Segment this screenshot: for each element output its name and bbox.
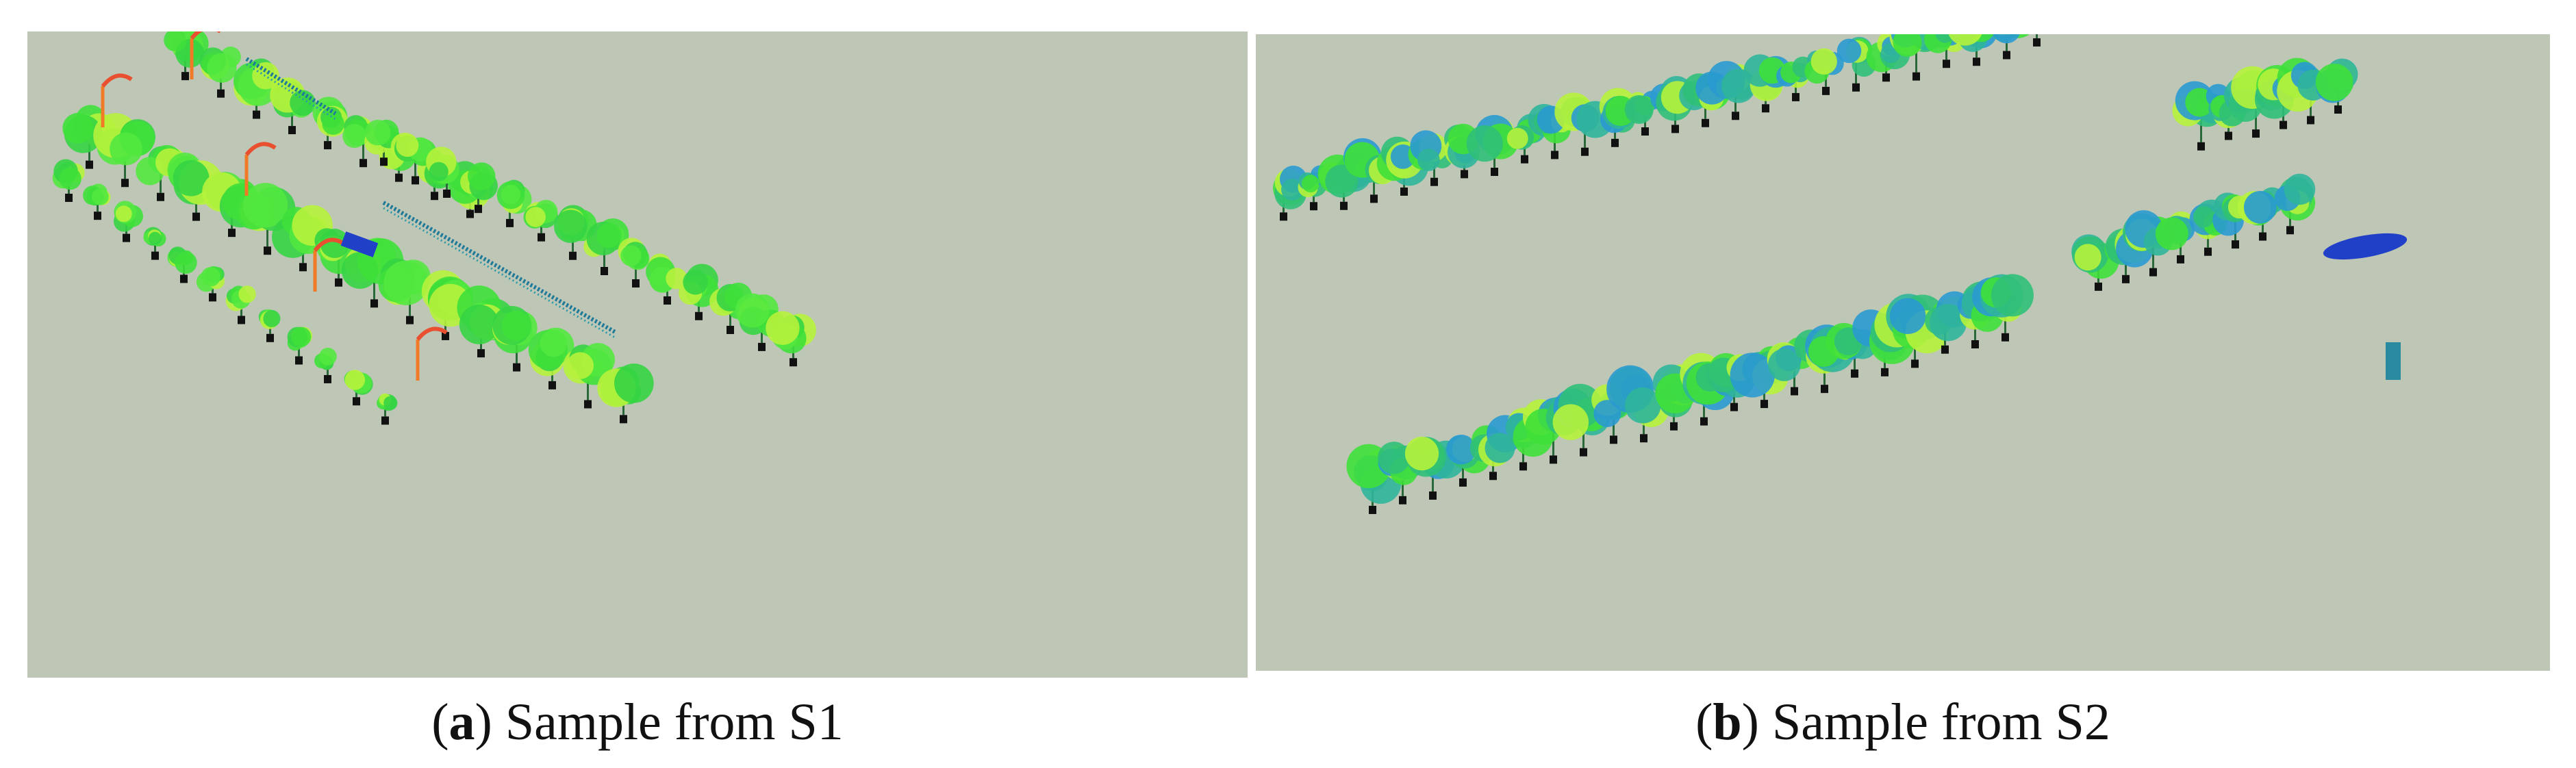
fence-line [382,201,618,340]
pole [2386,342,2401,380]
tree [523,199,558,242]
point-cloud-s1 [52,31,816,425]
tree [114,201,143,242]
caption-b-letter: b [1713,693,1742,751]
tree [378,258,431,324]
street-lamp [416,327,448,381]
tree [492,305,538,372]
panel-b-point-cloud [1256,34,2550,671]
tree [1707,61,1756,120]
tree [646,253,687,305]
tree [83,183,111,220]
tree [1743,54,1792,113]
tree [196,266,225,302]
caption-a-open: ( [431,693,449,751]
tree [143,227,166,260]
caption-a-letter: a [449,693,475,751]
tree [314,347,337,383]
panel-a-point-cloud [27,31,1248,678]
caption-b-open: ( [1695,693,1713,751]
street-lamp [190,31,220,79]
tree [583,218,629,276]
car [2323,233,2408,260]
street-lamp [244,142,277,196]
tree [344,370,373,406]
car [340,231,379,257]
tree [164,31,209,81]
tree [554,205,597,260]
tree [426,146,459,198]
tree [735,293,785,351]
tree [1836,36,1876,92]
tree [679,264,719,320]
caption-b-text: ) Sample from S2 [1741,693,2110,751]
tree [287,327,313,365]
tree [2033,34,2041,47]
tree [1948,34,1997,66]
tree [2155,211,2195,264]
tree [377,393,398,425]
street-lamp [313,238,345,292]
tree [2071,234,2119,291]
tree [1924,34,1967,68]
caption-a: (a) Sample from S1 [27,684,1248,760]
tree [496,179,532,227]
point-cloud-s2 [1273,34,2408,514]
tree [312,97,349,150]
tree [1408,130,1453,186]
tree [2315,58,2358,114]
tree [1972,274,2034,342]
tree [457,162,498,214]
tree [1804,48,1844,95]
tree [766,311,816,367]
tree [225,285,256,324]
tree [167,246,197,283]
tree [1606,365,1669,443]
tree [597,363,654,424]
tree [93,113,155,188]
tree [52,159,85,202]
tree [1466,114,1519,177]
tree [1992,34,2030,60]
fence-line [245,57,337,120]
tree [167,152,223,221]
tree [2237,187,2286,241]
tree [618,238,650,288]
tree [258,309,281,342]
caption-a-text: ) Sample from S1 [475,693,844,751]
tree [1404,436,1465,500]
caption-b: (b) Sample from S2 [1256,684,2550,760]
street-lamp [101,73,133,127]
tree [528,327,574,389]
tree [199,47,241,98]
tree [2274,173,2316,235]
